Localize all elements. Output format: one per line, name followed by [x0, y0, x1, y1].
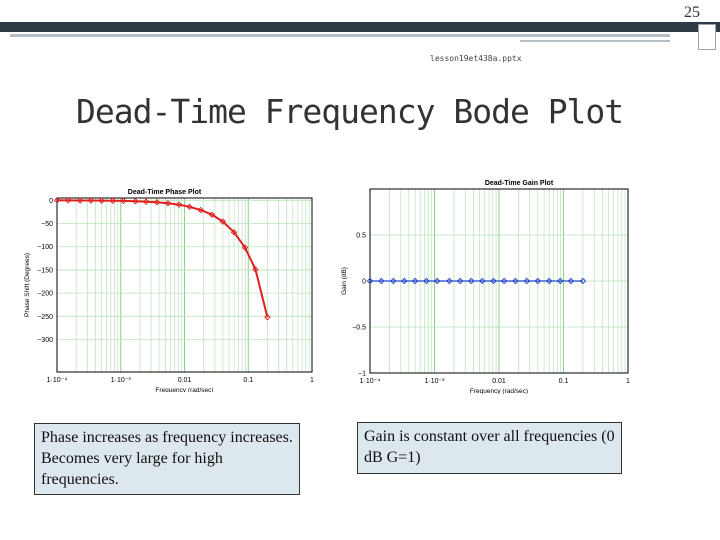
y-axis-label: Gain (dB) — [341, 267, 348, 295]
header-rule — [10, 34, 670, 37]
x-tick-label: 0.1 — [559, 378, 569, 385]
x-tick-label: 0.1 — [243, 377, 253, 384]
data-point — [545, 277, 553, 285]
y-tick-label: −150 — [37, 267, 53, 274]
data-point — [456, 277, 464, 285]
x-tick-label: 0.01 — [492, 378, 506, 385]
data-point — [53, 197, 61, 204]
y-tick-label: −250 — [37, 314, 53, 321]
data-point — [164, 200, 172, 207]
data-point — [87, 197, 95, 204]
x-tick-label: 1 — [310, 377, 314, 384]
data-point — [264, 314, 271, 321]
data-point — [186, 203, 193, 211]
slide-number: 25 — [684, 4, 700, 21]
data-point — [76, 197, 84, 204]
data-point — [109, 197, 117, 204]
data-point — [500, 277, 508, 285]
data-point — [132, 197, 139, 205]
header-bar — [0, 22, 720, 32]
y-tick-label: −200 — [37, 291, 53, 298]
data-point — [467, 277, 475, 285]
data-point — [230, 229, 238, 236]
data-point — [64, 197, 72, 204]
y-tick-label: 0 — [49, 198, 53, 205]
y-axis-label: Phase Shift (Degrees) — [24, 253, 31, 317]
gain-chart: Dead-Time Gain Plot 1·10⁻⁴ 1·10⁻³ 0.01 0.1 1 0… — [341, 180, 630, 394]
data-point — [378, 277, 385, 285]
data-point — [579, 277, 587, 285]
y-tick-label: 0 — [362, 279, 366, 286]
chart-title: Dead-Time Phase Plot — [128, 189, 202, 196]
data-point — [523, 277, 531, 285]
x-tick-label: 1·10⁻³ — [111, 377, 132, 384]
data-point — [241, 244, 249, 251]
header-rule-short — [520, 40, 670, 42]
y-tick-label: −0.5 — [352, 325, 366, 332]
data-point — [208, 211, 216, 218]
data-point — [366, 277, 374, 285]
phase-caption: Phase increases as frequency increases. … — [34, 423, 300, 495]
data-point — [252, 266, 259, 273]
y-tick-label: −100 — [37, 244, 53, 251]
data-point — [512, 277, 519, 285]
x-axis-label: Frequency (rad/sec) — [470, 388, 528, 394]
data-point — [423, 277, 430, 285]
x-axis-label: Frequency (rad/sec) — [155, 387, 213, 392]
x-tick-label: 0.01 — [178, 377, 192, 384]
series-line — [56, 199, 269, 318]
y-tick-label: −300 — [37, 337, 53, 344]
data-point — [197, 206, 205, 214]
page-title: Dead-Time Frequency Bode Plot — [76, 92, 624, 131]
data-point — [153, 199, 161, 206]
plot-frame — [56, 197, 313, 373]
data-point — [411, 277, 419, 285]
chart-title: Dead-Time Gain Plot — [485, 180, 554, 187]
data-point — [556, 277, 564, 285]
data-point — [567, 277, 575, 285]
data-point — [120, 197, 127, 205]
data-point — [98, 197, 105, 204]
data-point — [479, 277, 486, 285]
corner-decoration — [698, 24, 716, 50]
y-tick-label: 0.5 — [356, 233, 366, 240]
data-point — [142, 198, 150, 205]
data-point — [446, 277, 453, 285]
data-point — [175, 201, 183, 208]
y-tick-label: −1 — [358, 371, 366, 378]
phase-chart: Dead-Time Phase Plot 1·10⁻⁴ 1·10⁻³ 0.01 0.1 1… — [24, 189, 314, 392]
data-point — [219, 218, 227, 225]
x-tick-label: 1·10⁻³ — [424, 378, 445, 385]
x-tick-label: 1 — [626, 378, 630, 385]
data-point — [433, 277, 441, 285]
data-point — [390, 277, 397, 285]
y-tick-label: −50 — [41, 221, 53, 228]
x-tick-label: 1·10⁻⁴ — [47, 377, 68, 384]
file-name: lesson19et438a.pptx — [430, 54, 522, 63]
data-point — [534, 277, 542, 285]
data-point — [490, 277, 497, 285]
x-tick-label: 1·10⁻⁴ — [360, 378, 381, 385]
gain-caption: Gain is constant over all frequencies (0… — [357, 422, 622, 474]
data-point — [401, 277, 408, 285]
